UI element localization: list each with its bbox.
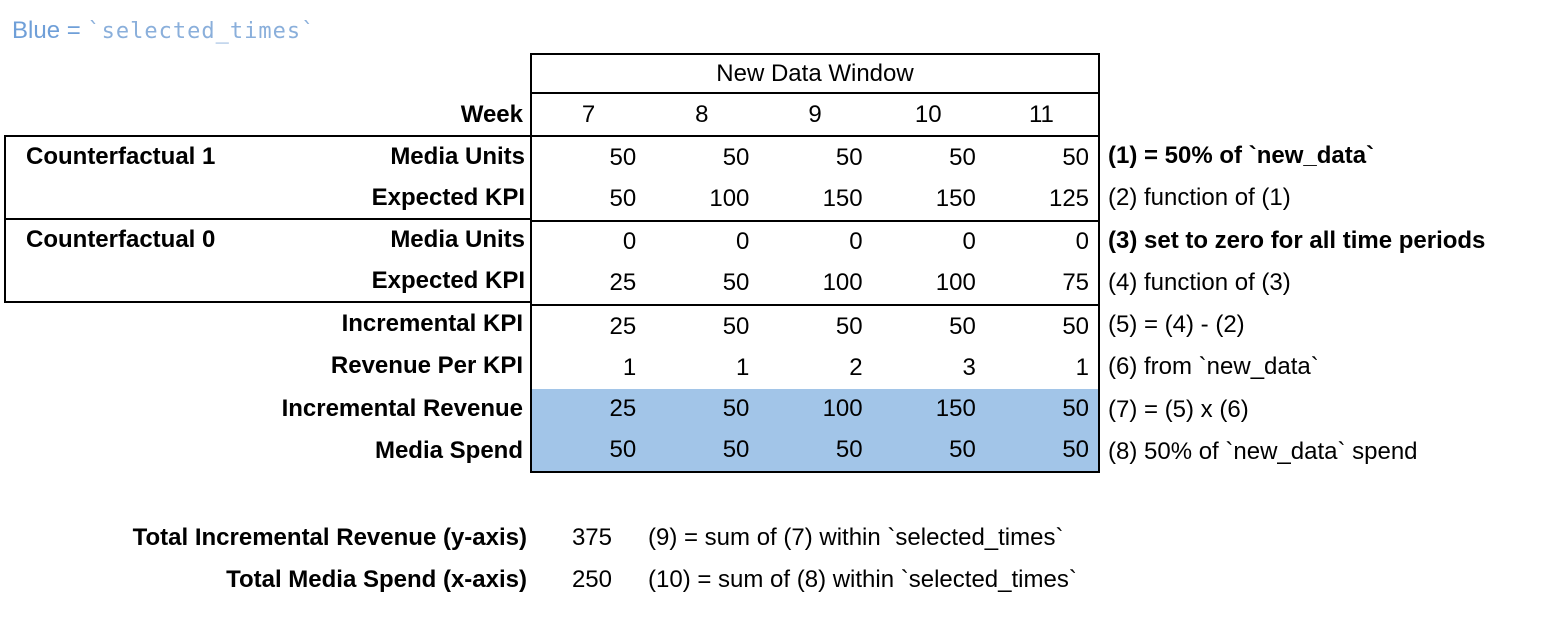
table-header-title: New Data Window xyxy=(716,59,914,87)
data-cell: 50 xyxy=(949,143,976,171)
data-cell: 50 xyxy=(835,143,863,171)
row-label: Revenue Per KPI xyxy=(330,352,523,380)
counterfactual-groups-box: Counterfactual 1 Media Units Expected KP… xyxy=(4,135,530,303)
annotation: (5) = (4) - (2) xyxy=(1108,311,1245,339)
data-cell: 50 xyxy=(722,312,750,340)
total-annotation: (9) = sum of (7) within `selected_times` xyxy=(648,524,1064,551)
data-cell: 50 xyxy=(1062,312,1090,340)
data-cell: 50 xyxy=(609,436,637,464)
table-row-media-units-cf0: 0 0 0 0 0 xyxy=(532,222,1098,263)
data-cell: 50 xyxy=(1062,143,1090,171)
week-cell: 7 xyxy=(581,100,596,128)
week-cell: 8 xyxy=(695,100,709,128)
row-annotations: (1) = 50% of `new_data` (2) function of … xyxy=(1108,135,1544,473)
row-label: Incremental KPI xyxy=(341,310,523,337)
data-cell: 50 xyxy=(835,436,863,464)
total-value: 375 xyxy=(571,524,612,551)
data-cell: 50 xyxy=(609,143,637,171)
total-media-spend-row: Total Media Spend (x-axis) 250 (10) = su… xyxy=(0,559,1544,601)
table-row-incremental-revenue-highlighted: 25 50 100 150 50 xyxy=(532,388,1098,430)
table-row-expected-kpi-cf0: 25 50 100 100 75 xyxy=(532,263,1098,306)
annotation: (4) function of (3) xyxy=(1108,268,1291,296)
data-cell: 50 xyxy=(835,312,863,340)
table-header-box: New Data Window xyxy=(530,53,1100,94)
week-cell: 9 xyxy=(808,100,822,128)
group-label: Counterfactual 1 xyxy=(26,143,216,171)
data-cell: 1 xyxy=(736,353,750,381)
data-cell: 150 xyxy=(935,184,976,212)
week-cell: 11 xyxy=(1028,100,1054,128)
total-label: Total Incremental Revenue (y-axis) xyxy=(132,524,527,551)
week-row: 7 8 9 10 11 xyxy=(530,94,1100,135)
table-row-media-spend-highlighted: 50 50 50 50 50 xyxy=(532,429,1098,471)
data-cell: 1 xyxy=(622,353,637,381)
data-cell: 125 xyxy=(1048,184,1090,212)
data-cell: 1 xyxy=(1075,353,1090,381)
legend-line: Blue = `selected_times` xyxy=(12,14,315,48)
data-cell: 50 xyxy=(949,312,976,340)
group-label: Counterfactual 0 xyxy=(26,226,216,254)
table-row-revenue-per-kpi: 1 1 2 3 1 xyxy=(532,347,1098,388)
data-cell: 50 xyxy=(722,436,750,464)
row-label: Media Units xyxy=(390,226,525,254)
row-label: Expected KPI xyxy=(371,266,525,294)
total-value: 250 xyxy=(571,566,612,593)
data-cell: 150 xyxy=(822,184,863,212)
counterfactual-0-group: Counterfactual 0 Media Units Expected KP… xyxy=(6,220,530,301)
data-cell: 50 xyxy=(722,143,750,171)
data-table: 50 50 50 50 50 50 100 150 150 125 0 0 0 … xyxy=(530,135,1100,473)
data-cell: 0 xyxy=(736,228,750,256)
data-cell: 50 xyxy=(949,436,976,464)
data-cell: 150 xyxy=(935,395,976,423)
total-incremental-revenue-row: Total Incremental Revenue (y-axis) 375 (… xyxy=(0,517,1544,559)
data-cell: 0 xyxy=(849,228,863,256)
row-label: Media Units xyxy=(390,143,525,171)
data-cell: 2 xyxy=(849,353,863,381)
data-cell: 3 xyxy=(962,353,976,381)
annotation: (1) = 50% of `new_data` xyxy=(1108,142,1375,170)
data-cell: 100 xyxy=(822,269,863,297)
data-cell: 0 xyxy=(622,228,637,256)
data-cell: 50 xyxy=(1062,395,1090,423)
data-cell: 100 xyxy=(709,184,750,212)
table-row-expected-kpi-cf1: 50 100 150 150 125 xyxy=(532,178,1098,222)
legend-code-label: `selected_times` xyxy=(87,19,316,44)
row-label: Incremental Revenue xyxy=(281,394,523,422)
total-label: Total Media Spend (x-axis) xyxy=(226,566,527,593)
data-cell: 50 xyxy=(1062,436,1090,464)
data-cell: 50 xyxy=(722,269,750,297)
annotation: (8) 50% of `new_data` spend xyxy=(1108,437,1418,465)
annotation: (6) from `new_data` xyxy=(1108,353,1319,381)
data-cell: 75 xyxy=(1062,269,1090,297)
data-cell: 25 xyxy=(609,269,637,297)
data-cell: 0 xyxy=(962,228,976,256)
data-cell: 0 xyxy=(1075,228,1090,256)
annotation: (7) = (5) x (6) xyxy=(1108,395,1249,423)
week-cell: 10 xyxy=(914,100,942,128)
derived-row-labels: Incremental KPI Revenue Per KPI Incremen… xyxy=(0,303,523,472)
data-cell: 50 xyxy=(722,395,750,423)
legend-blue-label: Blue = xyxy=(12,17,81,44)
row-label: Expected KPI xyxy=(371,183,525,211)
total-annotation: (10) = sum of (8) within `selected_times… xyxy=(648,566,1077,593)
data-cell: 25 xyxy=(609,312,637,340)
week-row-label: Week xyxy=(460,101,523,128)
data-cell: 50 xyxy=(609,184,637,212)
row-label: Media Spend xyxy=(374,436,523,464)
table-row-incremental-kpi: 25 50 50 50 50 xyxy=(532,306,1098,347)
annotation: (2) function of (1) xyxy=(1108,184,1291,212)
counterfactual-1-group: Counterfactual 1 Media Units Expected KP… xyxy=(6,137,530,220)
data-cell: 25 xyxy=(609,395,637,423)
table-row-media-units-cf1: 50 50 50 50 50 xyxy=(532,137,1098,178)
data-cell: 100 xyxy=(935,269,976,297)
data-cell: 100 xyxy=(822,395,863,423)
annotation: (3) set to zero for all time periods xyxy=(1108,226,1486,254)
